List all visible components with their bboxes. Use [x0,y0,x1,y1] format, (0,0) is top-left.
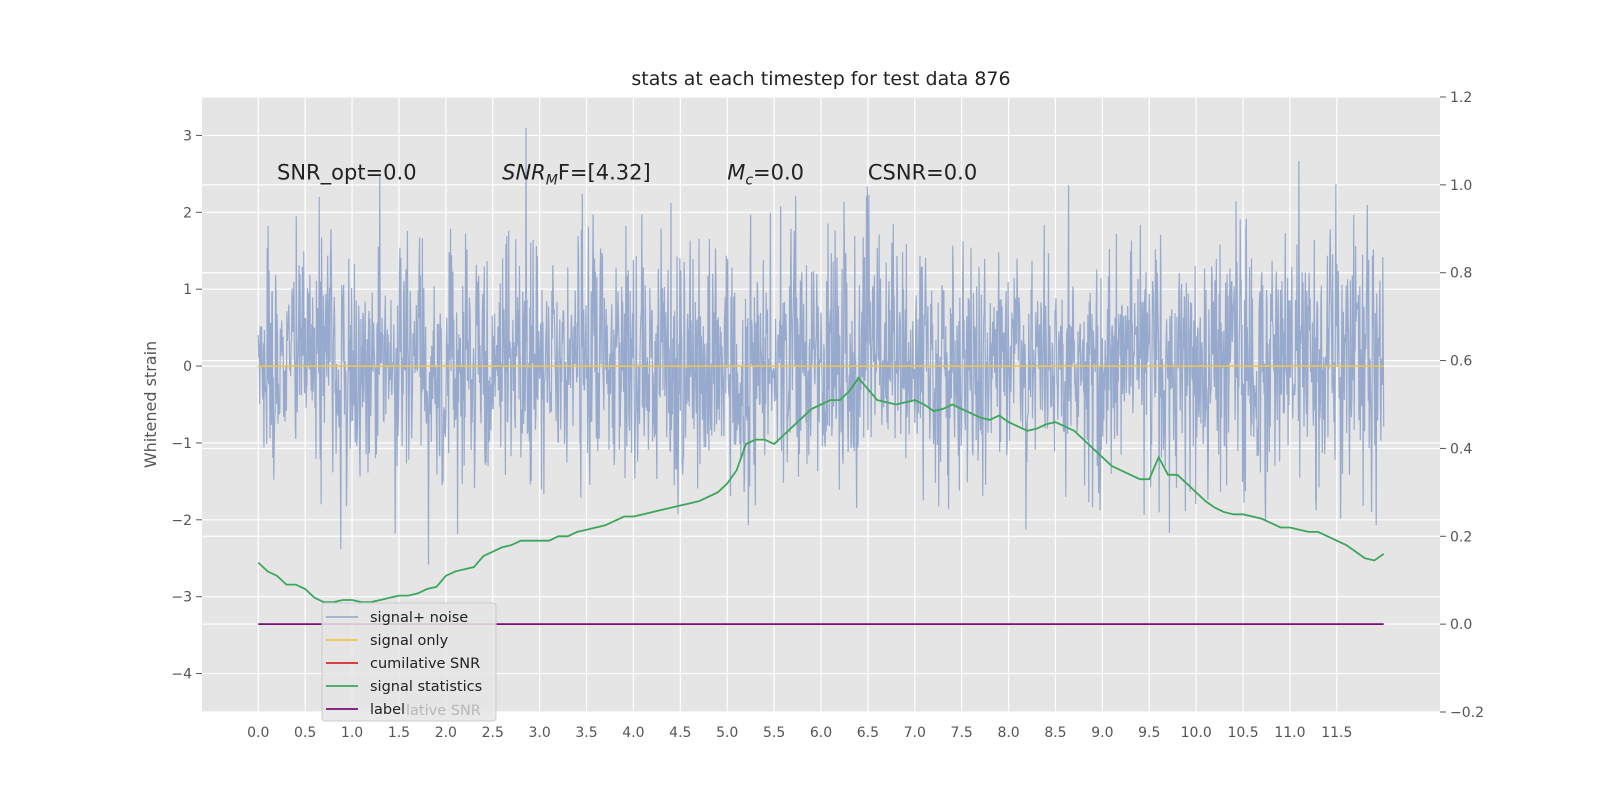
legend-entry: label [370,702,405,718]
annotation-prefix: SNR_opt=0.0 [277,161,417,186]
y-tick-label: −1 [171,436,192,452]
annotation-text: SNR_opt=0.0 [277,161,417,186]
x-tick-label: 1.5 [388,725,410,741]
legend: lative SNR signal+ noise signal only cumila… [321,602,497,722]
x-tick-label: 10.0 [1181,725,1212,741]
y-tick-label: 1 [183,282,192,298]
y2-tick-label: 0.6 [1450,354,1472,370]
annotation-prefix: CSNR=0.0 [868,161,977,185]
legend-overlap-text: lative SNR [406,703,481,719]
annotation-italic: SNR [502,161,546,185]
x-tick-label: 7.0 [904,725,926,741]
x-tick-label: 11.5 [1321,725,1352,741]
legend-entry: signal+ noise [370,610,468,626]
legend-entry: cumilative SNR [370,656,480,672]
annotation-suffix: F=[4.32] [558,161,651,185]
annotation-subscript: c [745,173,753,189]
x-tick-label: 5.0 [716,725,738,741]
series-signal-statistics [257,376,1385,604]
x-tick-label: 2.0 [435,725,457,741]
y-tick-label: −4 [171,667,192,683]
legend-entry: signal only [370,633,449,649]
annotation-text: SNRMF=[4.32] [502,161,651,189]
y-tick-label: 3 [183,128,192,144]
y2-tick-label: 1.2 [1450,90,1472,106]
x-tick-label: 9.5 [1138,725,1160,741]
y2-tick-label: 1.0 [1450,178,1472,194]
annotations: SNR_opt=0.0 SNRMF=[4.32] Mc=0.0 CSNR=0.0 [277,161,977,189]
legend-entry: signal statistics [370,679,482,695]
x-tick-label: 0.0 [247,725,269,741]
y-tick-label: 0 [183,359,192,375]
x-tick-label: 3.5 [575,725,597,741]
y-axis-label: Whitened strain [141,341,160,468]
annotation-italic: M [727,161,745,185]
x-tick-label: 3.0 [529,725,551,741]
annotation-suffix: =0.0 [753,161,804,185]
x-tick-label: 6.5 [857,725,879,741]
annotation-text: Mc=0.0 [727,161,804,189]
x-tick-label: 5.5 [763,725,785,741]
x-tick-label: 8.0 [997,725,1019,741]
y2-tick-label: −0.2 [1450,705,1484,721]
y-tick-label: −3 [171,590,192,606]
x-tick-label: 4.5 [669,725,691,741]
y-tick-label: 2 [183,205,192,221]
y2-tick-label: 0.8 [1450,266,1472,282]
x-tick-label: 0.5 [294,725,316,741]
annotation-text: CSNR=0.0 [868,161,977,185]
series-lines [257,127,1385,626]
y2-tick-label: 0.0 [1450,617,1472,633]
legend-box [321,602,497,722]
x-tick-label: 6.0 [810,725,832,741]
x-tick-label: 7.5 [951,725,973,741]
y-tick-label: −2 [171,513,192,529]
x-tick-label: 11.0 [1274,725,1305,741]
x-tick-label: 4.0 [622,725,644,741]
y2-tick-label: 0.4 [1450,441,1472,457]
x-tick-label: 8.5 [1044,725,1066,741]
x-tick-label: 10.5 [1227,725,1258,741]
x-tick-label: 9.0 [1091,725,1113,741]
y2-tick-label: 0.2 [1450,529,1472,545]
annotation-subscript: M [546,173,558,189]
x-tick-label: 1.0 [341,725,363,741]
x-tick-label: 2.5 [482,725,504,741]
series-signal-noise [257,127,1385,565]
chart-title: stats at each timestep for test data 876 [631,68,1010,90]
axes: 0.0 0.5 1.0 1.5 2.0 2.5 3.0 3.5 4.0 4.5 5.0 5.5 6.0 6… [171,90,1484,741]
